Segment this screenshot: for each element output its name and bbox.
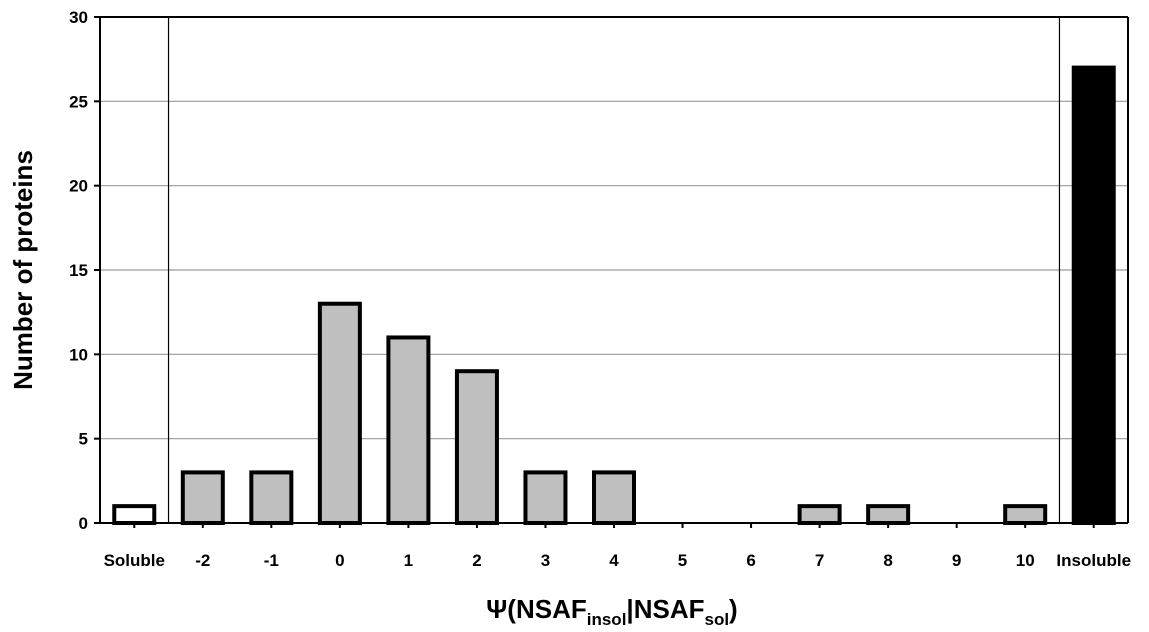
x-tick-label: 9 bbox=[952, 551, 961, 570]
y-axis-title: Number of proteins bbox=[8, 150, 38, 390]
x-tick-label: 5 bbox=[678, 551, 687, 570]
bars bbox=[112, 65, 1116, 526]
y-tick-label: 15 bbox=[69, 261, 88, 280]
bar bbox=[1003, 504, 1048, 525]
x-tick-label: 6 bbox=[746, 551, 755, 570]
bar bbox=[454, 369, 499, 526]
bar bbox=[1071, 65, 1116, 525]
y-tick-label: 20 bbox=[69, 177, 88, 196]
x-tick-label: 10 bbox=[1016, 551, 1035, 570]
bar bbox=[317, 301, 362, 525]
x-tick-label: 2 bbox=[472, 551, 481, 570]
x-tick-label: 4 bbox=[609, 551, 619, 570]
x-tick-label: 7 bbox=[815, 551, 824, 570]
bar bbox=[386, 335, 431, 526]
bar bbox=[249, 470, 294, 525]
x-axis-title-sub1: insol bbox=[587, 610, 627, 629]
section-separators bbox=[167, 17, 1061, 523]
x-tick-label: 1 bbox=[404, 551, 413, 570]
x-axis-title: Ψ(NSAFinsol|NSAFsol) bbox=[486, 594, 737, 629]
y-tick-label: 25 bbox=[69, 92, 88, 111]
x-tick-label: Insoluble bbox=[1056, 551, 1131, 570]
bar bbox=[866, 504, 911, 525]
bar bbox=[523, 470, 568, 525]
bar bbox=[592, 470, 636, 525]
x-tick-label: 3 bbox=[541, 551, 550, 570]
y-tick-labels: 0 5 10 15 20 25 30 bbox=[69, 8, 88, 533]
x-axis-title-prefix: Ψ(NSAF bbox=[486, 594, 586, 624]
x-tick-label: Soluble bbox=[104, 551, 165, 570]
bar bbox=[797, 504, 842, 525]
x-axis-title-suffix: ) bbox=[729, 594, 738, 624]
y-tick-label: 30 bbox=[69, 8, 88, 27]
y-tick-label: 5 bbox=[79, 430, 88, 449]
gridlines bbox=[100, 16, 1128, 440]
x-tick-label: -2 bbox=[195, 551, 210, 570]
x-tick-label: 0 bbox=[335, 551, 344, 570]
y-tick-label: 0 bbox=[79, 514, 88, 533]
x-axis-title-mid: |NSAF bbox=[626, 594, 704, 624]
x-tick-label: 8 bbox=[883, 551, 892, 570]
y-tick-label: 10 bbox=[69, 345, 88, 364]
x-tick-labels: Soluble -2 -1 0 1 2 3 4 5 6 7 8 9 10 Insoluble bbox=[104, 551, 1131, 570]
x-axis-title-sub2: sol bbox=[704, 610, 729, 629]
axes bbox=[94, 16, 1129, 528]
bar bbox=[180, 470, 225, 525]
bar bbox=[112, 504, 157, 525]
x-tick-label: -1 bbox=[264, 551, 279, 570]
